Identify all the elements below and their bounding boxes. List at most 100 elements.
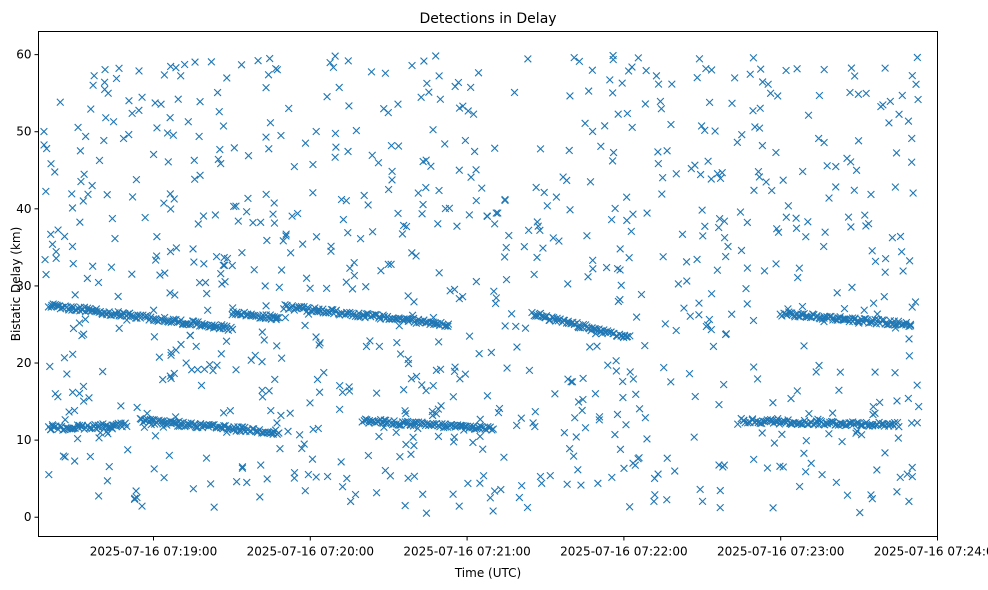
- data-point: [79, 382, 88, 391]
- data-point: [719, 380, 728, 389]
- data-point: [199, 212, 208, 220]
- data-point: [602, 263, 611, 272]
- data-point: [540, 188, 548, 197]
- data-point: [220, 253, 228, 262]
- data-point: [749, 363, 758, 371]
- data-point: [782, 213, 791, 221]
- data-point: [249, 218, 257, 227]
- data-point: [138, 502, 146, 510]
- data-point: [613, 410, 622, 419]
- data-point: [258, 393, 267, 401]
- data-point: [331, 52, 339, 60]
- data-point: [779, 463, 788, 471]
- data-point: [492, 209, 501, 217]
- data-point: [419, 200, 427, 209]
- data-point: [68, 350, 77, 359]
- data-point: [261, 282, 269, 290]
- data-point: [722, 330, 731, 338]
- data-point: [478, 445, 487, 453]
- data-point: [229, 202, 238, 211]
- data-point: [94, 278, 103, 287]
- data-point: [555, 237, 563, 245]
- data-point: [160, 71, 169, 79]
- data-point: [620, 464, 628, 473]
- data-point: [891, 183, 900, 191]
- data-point: [271, 64, 280, 73]
- data-point: [238, 464, 247, 472]
- data-point: [54, 226, 62, 234]
- data-point: [346, 497, 355, 506]
- data-point: [52, 247, 60, 256]
- data-point: [412, 319, 421, 328]
- data-point: [445, 204, 454, 213]
- data-point: [570, 53, 578, 62]
- x-tick-label: 2025-07-16 07:23:00: [717, 545, 844, 559]
- data-point: [908, 472, 917, 481]
- data-point: [83, 274, 92, 283]
- data-point: [868, 494, 877, 503]
- data-point: [572, 433, 581, 441]
- data-point: [903, 470, 912, 478]
- data-point: [814, 134, 823, 143]
- data-point: [381, 466, 390, 475]
- data-point: [792, 214, 800, 223]
- data-point: [418, 490, 427, 498]
- data-point: [869, 299, 878, 307]
- data-point: [743, 300, 752, 308]
- data-point: [195, 132, 203, 141]
- data-point: [724, 242, 732, 251]
- data-point: [893, 397, 901, 405]
- data-point: [763, 464, 772, 472]
- data-point: [326, 58, 334, 67]
- data-point: [362, 342, 371, 351]
- data-point: [629, 375, 638, 383]
- data-point: [616, 445, 625, 454]
- data-point: [656, 97, 665, 106]
- data-point: [626, 368, 634, 376]
- data-point: [737, 130, 746, 139]
- data-point: [446, 287, 454, 295]
- data-point: [219, 122, 228, 130]
- data-point: [135, 106, 143, 115]
- data-point: [881, 449, 889, 457]
- data-point: [908, 463, 917, 472]
- data-point: [48, 240, 57, 249]
- data-point: [136, 311, 145, 320]
- data-point: [323, 92, 331, 101]
- data-point: [81, 315, 90, 324]
- data-point: [850, 186, 859, 195]
- data-point: [577, 481, 585, 489]
- data-point: [75, 421, 84, 430]
- data-point: [352, 126, 361, 135]
- data-point: [115, 64, 123, 73]
- data-point: [451, 82, 459, 91]
- data-point: [375, 432, 383, 441]
- data-point: [631, 461, 640, 469]
- data-point: [756, 65, 765, 73]
- data-point: [342, 278, 351, 286]
- data-point: [288, 212, 296, 220]
- data-point: [313, 375, 322, 384]
- data-point: [828, 409, 837, 417]
- data-point: [581, 119, 589, 128]
- y-tick-label: 50: [16, 125, 31, 139]
- data-point: [565, 146, 574, 155]
- data-point: [524, 226, 533, 235]
- data-point: [802, 436, 811, 445]
- data-point: [135, 67, 143, 75]
- data-point: [250, 265, 259, 274]
- data-point: [696, 485, 704, 494]
- data-point: [493, 209, 502, 217]
- data-point: [108, 214, 117, 223]
- data-point: [654, 80, 663, 88]
- data-point: [429, 125, 437, 134]
- data-point: [308, 455, 317, 463]
- data-point: [773, 92, 782, 100]
- data-point: [384, 185, 393, 194]
- data-point: [157, 100, 165, 108]
- data-point: [171, 413, 180, 421]
- data-point: [769, 398, 777, 407]
- data-point: [70, 406, 79, 415]
- x-axis: 2025-07-16 07:19:00 2025-07-16 07:20:00 20…: [90, 536, 988, 559]
- data-point: [281, 313, 290, 322]
